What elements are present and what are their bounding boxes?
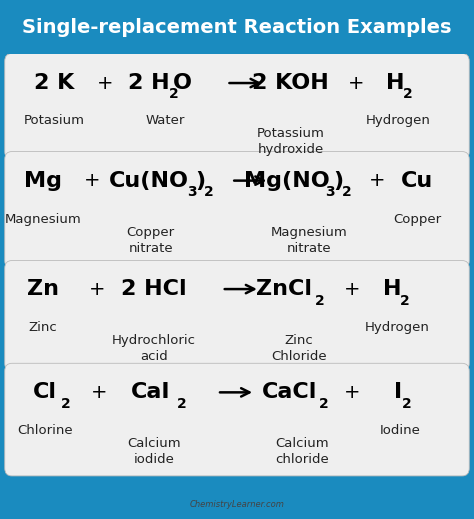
Text: Copper
nitrate: Copper nitrate (127, 226, 175, 255)
Text: Water: Water (145, 114, 185, 127)
Text: +: + (89, 280, 105, 298)
Text: Copper: Copper (393, 213, 441, 226)
FancyBboxPatch shape (5, 363, 469, 476)
Text: 2: 2 (342, 185, 352, 199)
Text: 2 H: 2 H (128, 73, 170, 93)
Text: 2: 2 (169, 88, 178, 101)
Text: +: + (369, 171, 385, 190)
Text: +: + (344, 280, 360, 298)
Text: Mg: Mg (24, 171, 62, 190)
Text: ChemistryLearner.com: ChemistryLearner.com (190, 500, 284, 509)
Text: 2 HCl: 2 HCl (121, 279, 187, 299)
Text: Magnesium: Magnesium (4, 213, 81, 226)
Text: H: H (385, 73, 404, 93)
Text: CaCl: CaCl (262, 383, 317, 402)
Text: 3: 3 (325, 185, 335, 199)
FancyBboxPatch shape (5, 152, 469, 268)
Text: +: + (348, 74, 365, 92)
Text: 2: 2 (61, 397, 70, 411)
Text: ): ) (333, 171, 343, 190)
Text: Cu: Cu (401, 171, 433, 190)
Text: Potasium: Potasium (24, 114, 85, 127)
Text: 2 K: 2 K (35, 73, 74, 93)
Text: +: + (97, 74, 113, 92)
Text: Magnesium
nitrate: Magnesium nitrate (271, 226, 347, 255)
Text: Cu(NO: Cu(NO (109, 171, 189, 190)
Text: Mg(NO: Mg(NO (244, 171, 329, 190)
Text: Single-replacement Reaction Examples: Single-replacement Reaction Examples (22, 18, 452, 37)
Text: +: + (84, 171, 100, 190)
Text: Zn: Zn (27, 279, 59, 299)
Text: Cl: Cl (33, 383, 57, 402)
Text: +: + (344, 383, 360, 402)
Text: 2: 2 (177, 397, 187, 411)
Text: Iodine: Iodine (380, 424, 421, 437)
FancyBboxPatch shape (5, 261, 469, 371)
Text: 2: 2 (402, 397, 411, 411)
FancyBboxPatch shape (0, 0, 474, 54)
Text: Chlorine: Chlorine (17, 424, 73, 437)
Text: Zinc: Zinc (28, 321, 57, 334)
Text: ): ) (195, 171, 205, 190)
Text: H: H (383, 279, 402, 299)
Text: 3: 3 (187, 185, 197, 199)
Text: Calcium
iodide: Calcium iodide (127, 437, 181, 466)
Text: Potassium
hydroxide: Potassium hydroxide (256, 127, 325, 156)
Text: Zinc
Chloride: Zinc Chloride (271, 334, 327, 363)
Text: 2: 2 (315, 294, 325, 307)
Text: 2 KOH: 2 KOH (252, 73, 329, 93)
Text: ZnCl: ZnCl (256, 279, 312, 299)
FancyBboxPatch shape (5, 53, 469, 159)
Text: 2: 2 (400, 294, 410, 307)
Text: Hydrogen: Hydrogen (366, 114, 430, 127)
Text: Calcium
chloride: Calcium chloride (275, 437, 329, 466)
Text: +: + (91, 383, 108, 402)
Text: Hydrochloric
acid: Hydrochloric acid (112, 334, 196, 363)
Text: CaI: CaI (131, 383, 171, 402)
Text: O: O (173, 73, 192, 93)
Text: 2: 2 (319, 397, 328, 411)
Text: Hydrogen: Hydrogen (365, 321, 429, 334)
Text: I: I (394, 383, 402, 402)
Text: 2: 2 (204, 185, 214, 199)
Text: 2: 2 (403, 88, 412, 101)
